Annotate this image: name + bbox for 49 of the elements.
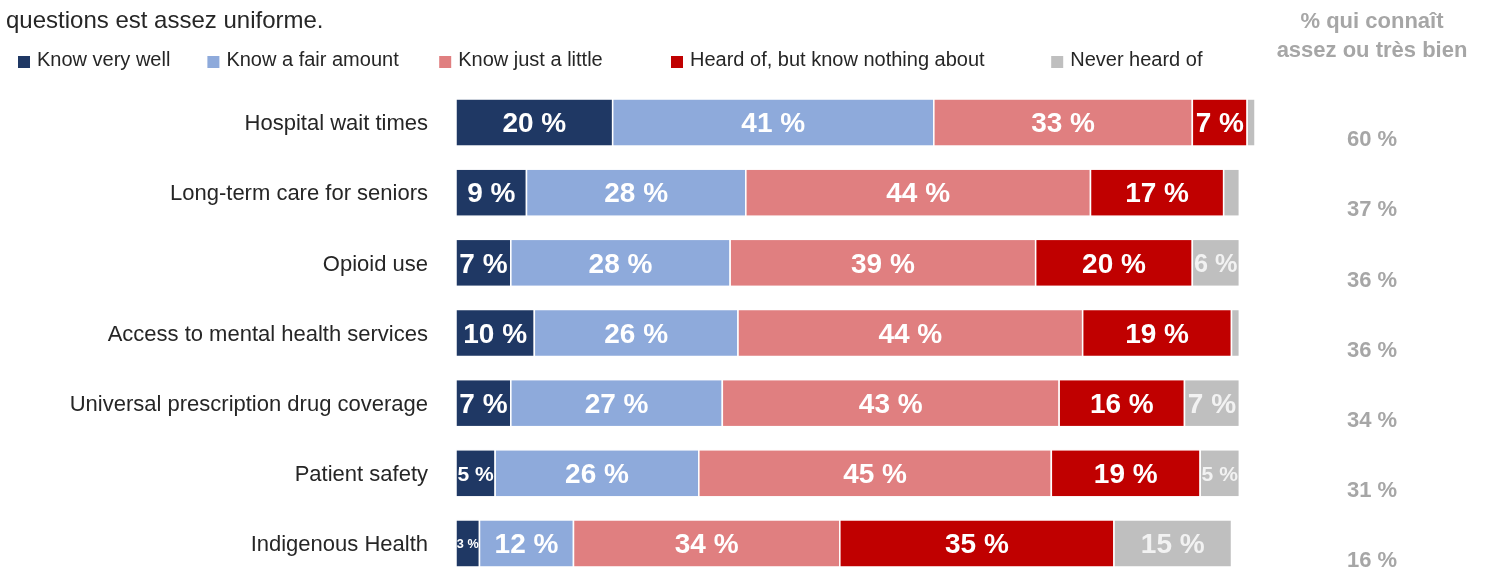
data-label: 9 %: [467, 177, 516, 209]
data-label: 20 %: [502, 107, 567, 139]
text: 16 %: [1346, 547, 1398, 573]
legend-label: Know very well: [37, 48, 171, 70]
data-label: 19 %: [1093, 458, 1158, 490]
data-label: 7 %: [1195, 107, 1244, 139]
legend-label: Know a fair amount: [226, 48, 400, 70]
data-label: 20 %: [1082, 247, 1147, 279]
text: questions est assez uniforme.: [6, 6, 324, 33]
data-label: 45 %: [843, 458, 908, 490]
data-label: 26 %: [565, 458, 630, 490]
data-label: 28 %: [588, 247, 653, 279]
data-label: 44 %: [878, 317, 943, 349]
data-label: 43 %: [858, 387, 923, 419]
data-label: 35 %: [945, 528, 1009, 560]
y-tick-label: Long-term care for seniors: [170, 180, 428, 206]
y-tick-label: Access to mental health services: [107, 320, 428, 346]
y-tick-label: Opioid use: [322, 250, 428, 276]
data-label: 5 %: [457, 461, 494, 485]
data-label: 26 %: [604, 317, 669, 349]
data-label: 16 %: [1089, 387, 1154, 419]
data-label: 39 %: [851, 247, 915, 279]
data-label: 3 %: [456, 536, 479, 551]
text: 36 %: [1346, 266, 1398, 292]
text: 37 %: [1346, 196, 1398, 222]
data-label: 33 %: [1031, 107, 1096, 139]
data-label: 28 %: [604, 177, 669, 209]
data-label: 44 %: [886, 177, 951, 209]
legend-label: Heard of, but know nothing about: [690, 48, 986, 70]
data-label: 17 %: [1125, 177, 1190, 209]
data-label: 41 %: [741, 107, 806, 139]
data-label: 7 %: [459, 247, 508, 279]
legend-label: Never heard of: [1070, 48, 1203, 70]
data-label: 7 %: [459, 387, 508, 419]
data-label: 10 %: [463, 317, 528, 349]
text: 34 %: [1346, 406, 1398, 432]
y-tick-label: Hospital wait times: [244, 110, 428, 136]
y-tick-label: Patient safety: [294, 461, 428, 487]
data-label: 27 %: [584, 387, 649, 419]
legend-label: Know just a little: [458, 48, 603, 70]
text: 36 %: [1346, 336, 1398, 362]
text: 31 %: [1346, 477, 1398, 503]
data-label: 19 %: [1125, 317, 1190, 349]
y-tick-label: Indigenous Health: [250, 531, 428, 557]
data-label: 12 %: [494, 528, 559, 560]
text: % qui connaît assez ou très bien: [1276, 8, 1468, 62]
y-tick-label: Universal prescription drug coverage: [69, 390, 428, 416]
text: 60 %: [1346, 126, 1398, 152]
data-label: 34 %: [674, 528, 739, 560]
